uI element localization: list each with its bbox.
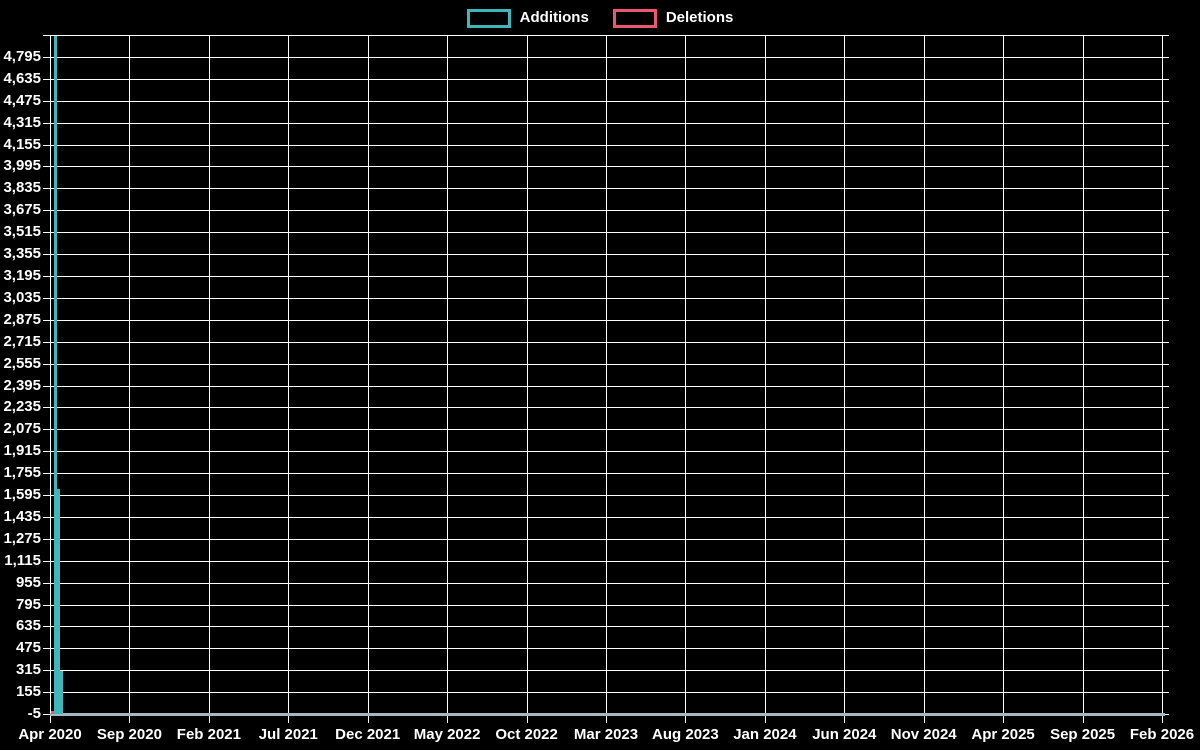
y-tick-label: 955 (15, 573, 41, 591)
y-tick-label: 4,475 (3, 91, 41, 109)
x-tick-label: Aug 2023 (652, 726, 719, 743)
legend-label: Deletions (665, 9, 734, 26)
x-gridline (1003, 35, 1005, 723)
y-tick-label: 795 (15, 595, 41, 613)
x-gridline (1162, 35, 1163, 723)
x-gridline (606, 35, 607, 723)
y-tick-label: 3,035 (3, 288, 41, 306)
legend-swatch-additions-icon (466, 8, 511, 28)
y-tick-label: 475 (15, 639, 41, 657)
additions-bar (60, 670, 63, 714)
x-tick-label: Mar 2023 (573, 726, 639, 743)
y-tick-label: 3,195 (3, 266, 41, 284)
y-tick-label: 1,435 (3, 507, 41, 525)
legend-item-deletions[interactable]: Deletions (612, 8, 734, 28)
y-tick-label: 2,395 (3, 376, 41, 394)
legend-swatch-deletions-icon (612, 8, 657, 28)
y-tick-label: -5 (27, 705, 41, 722)
x-tick-label: Sep 2020 (96, 726, 162, 743)
x-gridline (50, 35, 51, 723)
x-tick-label: Feb 2026 (1129, 726, 1195, 743)
y-tick-label: 2,875 (3, 310, 41, 328)
x-tick-label: Dec 2021 (335, 726, 401, 743)
x-gridline (764, 35, 766, 723)
y-tick-label: 155 (15, 683, 41, 701)
x-gridline (208, 35, 210, 723)
x-gridline (288, 35, 290, 723)
y-tick-label: 3,355 (3, 245, 41, 262)
x-gridline (1082, 35, 1084, 723)
y-tick-label: 4,635 (3, 69, 41, 87)
y-tick-label: 3,515 (3, 223, 41, 241)
x-gridline (367, 35, 369, 723)
y-tick-label: 2,715 (3, 332, 41, 350)
y-tick-label: 2,235 (3, 398, 41, 416)
x-gridline (447, 35, 449, 723)
y-tick-label: 2,075 (3, 420, 41, 438)
additions-bar (57, 488, 60, 714)
x-tick-label: Apr 2020 (18, 726, 82, 743)
y-tick-label: 2,555 (3, 354, 41, 372)
y-tick-label: 4,155 (3, 135, 41, 153)
y-tick-label: 4,795 (3, 47, 41, 65)
y-tick-label: 3,995 (3, 157, 41, 175)
x-tick-label: Feb 2021 (176, 726, 241, 743)
y-tick-label: 3,675 (3, 201, 41, 219)
x-gridline (923, 35, 925, 723)
x-gridline (685, 35, 687, 723)
y-tick-label: 635 (15, 617, 41, 635)
legend-label: Additions (519, 9, 589, 26)
x-gridline (844, 35, 846, 723)
x-tick-label: Apr 2025 (971, 726, 1035, 743)
y-tick-label: 1,115 (4, 551, 41, 569)
y-tick-label: 315 (15, 661, 41, 679)
y-tick-label: 4,315 (3, 113, 41, 131)
x-axis-line (50, 713, 1165, 716)
legend-item-additions[interactable]: Additions (466, 8, 589, 28)
deletions-bar (51, 711, 54, 714)
y-tick-label: 1,755 (3, 464, 41, 482)
x-gridline (129, 35, 131, 723)
y-tick-label: 1,595 (3, 486, 41, 503)
x-tick-label: Jun 2024 (812, 726, 877, 743)
x-tick-label: Jan 2024 (733, 726, 797, 743)
y-tick-label: 1,915 (3, 442, 41, 460)
y-tick-label: 1,275 (3, 529, 41, 547)
chart-legend: Additions Deletions (0, 7, 1200, 29)
additions-bar (54, 35, 57, 714)
x-tick-label: Nov 2024 (890, 726, 957, 743)
x-tick-label: May 2022 (413, 726, 481, 743)
x-gridline (526, 35, 528, 723)
x-tick-label: Oct 2022 (495, 726, 558, 743)
x-tick-label: Sep 2025 (1050, 726, 1116, 743)
x-tick-label: Jul 2021 (258, 726, 318, 743)
y-tick-label: 3,835 (3, 179, 41, 197)
